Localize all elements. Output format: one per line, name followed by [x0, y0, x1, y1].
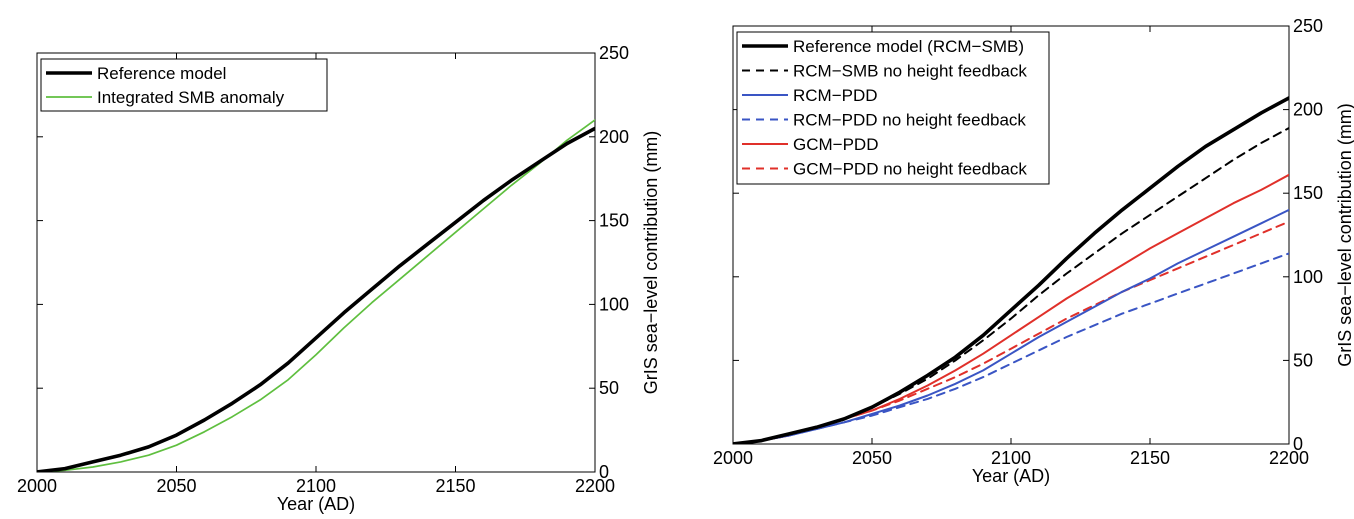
y-tick-label: 100 — [1293, 267, 1323, 287]
legend: Reference model (RCM−SMB) RCM−SMB no heig… — [736, 31, 1050, 185]
y-tick-label: 150 — [1293, 183, 1323, 203]
legend-label-3: RCM−PDD no height feedback — [793, 111, 1026, 130]
series-line-1 — [733, 127, 1289, 444]
plot-frame — [36, 52, 596, 473]
y-tick-label: 0 — [1293, 434, 1303, 454]
y-axis-label: GrIS sea−level contribution (mm) — [1335, 103, 1354, 367]
x-tick-label: 2050 — [156, 476, 196, 496]
legend-label-1: Integrated SMB anomaly — [97, 88, 285, 107]
y-tick-label: 200 — [1293, 100, 1323, 120]
legend-label-0: Reference model (RCM−SMB) — [793, 37, 1024, 56]
x-tick-label: 2150 — [435, 476, 475, 496]
series-group — [733, 96, 1289, 444]
y-tick-label: 0 — [599, 462, 609, 482]
y-tick-label: 150 — [599, 211, 629, 231]
y-tick-label: 250 — [599, 43, 629, 63]
x-tick-label: 2150 — [1130, 448, 1170, 468]
series-group — [37, 119, 595, 472]
legend-label-0: Reference model — [97, 64, 226, 83]
series-line-3 — [733, 252, 1289, 444]
y-tick-label: 100 — [599, 294, 629, 314]
legend-box — [736, 31, 1050, 185]
x-tick-label: 2100 — [296, 476, 336, 496]
series-line-0 — [733, 96, 1289, 444]
legend-box — [40, 58, 328, 112]
series-line-1 — [37, 119, 595, 472]
series-line-5 — [733, 220, 1289, 444]
x-tick-label: 2050 — [852, 448, 892, 468]
series-line-0 — [37, 126, 595, 472]
legend-label-1: RCM−SMB no height feedback — [793, 62, 1027, 81]
y-axis-label: GrIS sea−level contribution (mm) — [641, 131, 661, 395]
series-line-2 — [733, 208, 1289, 444]
legend-label-4: GCM−PDD — [793, 135, 878, 154]
legend-label-2: RCM−PDD — [793, 86, 878, 105]
y-tick-label: 250 — [1293, 16, 1323, 36]
legend-label-5: GCM−PDD no height feedback — [793, 160, 1027, 179]
legend: Reference model Integrated SMB anomaly — [40, 58, 328, 112]
y-tick-label: 50 — [599, 378, 619, 398]
y-tick-label: 50 — [1293, 350, 1313, 370]
x-axis-label: Year (AD) — [277, 494, 355, 514]
x-tick-label: 2200 — [575, 476, 615, 496]
x-tick-label: 2000 — [713, 448, 753, 468]
x-tick-label: 2200 — [1269, 448, 1309, 468]
x-axis-label: Year (AD) — [972, 466, 1050, 486]
x-tick-label: 2000 — [17, 476, 57, 496]
y-tick-label: 200 — [599, 127, 629, 147]
x-tick-label: 2100 — [991, 448, 1031, 468]
